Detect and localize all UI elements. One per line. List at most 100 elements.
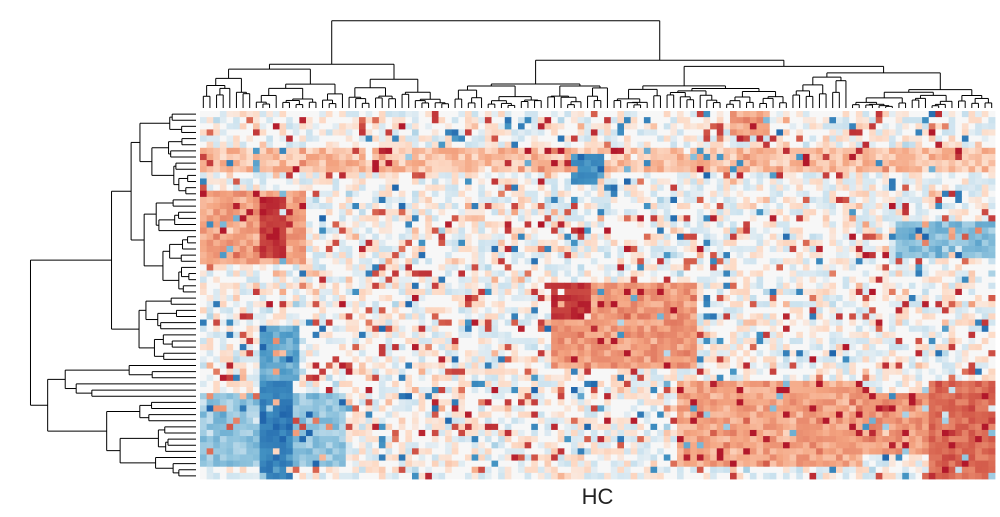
heatmap-cell (524, 307, 532, 314)
heatmap-cell (975, 264, 983, 271)
heatmap-cell (279, 129, 287, 136)
heatmap-cell (219, 233, 227, 241)
heatmap-cell (451, 282, 459, 290)
heatmap-cell (200, 307, 208, 314)
heatmap-cell (325, 258, 333, 265)
heatmap-cell (312, 160, 320, 167)
heatmap-cell (372, 215, 380, 222)
heatmap-cell (723, 172, 731, 179)
heatmap-cell (405, 270, 413, 277)
heatmap-cell (425, 331, 433, 339)
heatmap-cell (935, 141, 943, 149)
heatmap-cell (504, 123, 512, 130)
heatmap-cell (246, 252, 254, 259)
heatmap-cell (829, 319, 837, 327)
heatmap-cell (855, 356, 863, 363)
heatmap-cell (690, 203, 698, 210)
heatmap-cell (213, 160, 221, 167)
heatmap-cell (504, 184, 512, 192)
heatmap-cell (478, 117, 486, 124)
heatmap-cell (855, 295, 863, 302)
heatmap-cell (246, 301, 254, 308)
heatmap-cell (253, 270, 261, 277)
heatmap-cell (279, 172, 287, 179)
heatmap-cell (988, 160, 996, 167)
heatmap-cell (590, 190, 598, 198)
heatmap-cell (988, 166, 996, 173)
heatmap-cell (836, 313, 844, 320)
heatmap-cell (259, 141, 267, 149)
heatmap-cell (213, 313, 221, 320)
heatmap-cell (299, 288, 307, 296)
heatmap-cell (955, 117, 963, 124)
heatmap-cell (378, 117, 386, 124)
heatmap-cell (253, 295, 261, 302)
heatmap-cell (875, 111, 883, 118)
heatmap-cell (935, 111, 943, 118)
heatmap-cell (955, 319, 963, 327)
heatmap-cell (789, 209, 797, 216)
heatmap-cell (895, 301, 903, 308)
heatmap-cell (359, 295, 367, 302)
heatmap-cell (484, 117, 492, 124)
heatmap-cell (710, 196, 718, 204)
heatmap-cell (465, 123, 473, 130)
heatmap-cell (657, 215, 665, 222)
heatmap-cell (544, 337, 552, 345)
heatmap-cell (425, 190, 433, 198)
heatmap-cell (339, 215, 347, 222)
heatmap-cell (332, 233, 340, 241)
heatmap-cell (889, 344, 897, 351)
heatmap-cell (200, 129, 208, 136)
heatmap-cell (829, 270, 837, 277)
heatmap-cell (650, 209, 658, 216)
heatmap-cell (392, 258, 400, 265)
heatmap-cell (822, 258, 830, 265)
heatmap-cell (438, 123, 446, 130)
heatmap-cell (736, 295, 744, 302)
heatmap-cell (869, 166, 877, 173)
heatmap-cell (895, 258, 903, 265)
heatmap-cell (604, 117, 612, 124)
heatmap-cell (961, 196, 969, 204)
heatmap-cell (855, 141, 863, 149)
heatmap-cell (836, 178, 844, 185)
heatmap-cell (829, 221, 837, 228)
heatmap-cell (875, 313, 883, 320)
heatmap-cell (975, 356, 983, 363)
heatmap-cell (630, 117, 638, 124)
heatmap-cell (206, 166, 214, 173)
heatmap-cell (802, 166, 810, 173)
heatmap-cell (935, 166, 943, 173)
heatmap-cell (339, 313, 347, 320)
heatmap-cell (981, 178, 989, 185)
heatmap-cell (703, 123, 711, 130)
heatmap-cell (802, 160, 810, 167)
heatmap-cell (378, 209, 386, 216)
heatmap-cell (862, 178, 870, 185)
heatmap-cell (504, 331, 512, 339)
heatmap-cell (524, 319, 532, 327)
heatmap-cell (743, 264, 751, 271)
heatmap-cell (465, 319, 473, 327)
heatmap-cell (551, 325, 559, 333)
heatmap-cell (478, 172, 486, 179)
heatmap-cell (875, 172, 883, 179)
heatmap-cell (789, 350, 797, 357)
heatmap-cell (849, 141, 857, 149)
heatmap-cell (783, 221, 791, 228)
heatmap-cell (802, 356, 810, 363)
heatmap-cell (345, 209, 353, 216)
heatmap-cell (590, 184, 598, 192)
heatmap-cell (418, 221, 426, 228)
heatmap-cell (431, 344, 439, 351)
heatmap-cell (862, 301, 870, 308)
heatmap-cell (749, 233, 757, 241)
heatmap-cell (981, 350, 989, 357)
heatmap-cell (239, 135, 247, 143)
heatmap-cell (266, 356, 274, 363)
heatmap-cell (677, 331, 685, 339)
heatmap-cell (405, 123, 413, 130)
heatmap-cell (696, 331, 704, 339)
heatmap-cell (617, 196, 625, 204)
